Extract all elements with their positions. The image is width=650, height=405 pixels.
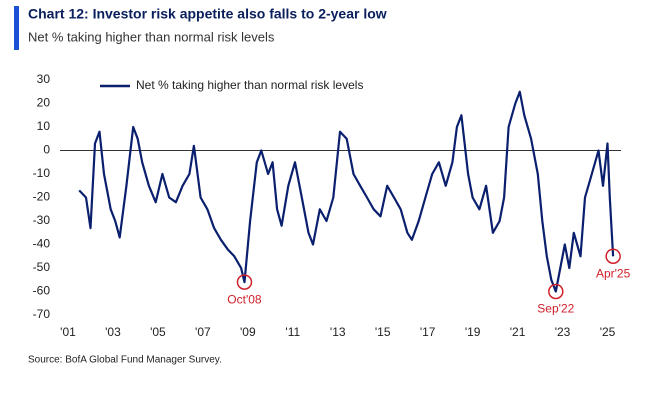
y-tick-label: -70 xyxy=(33,307,51,321)
y-tick-label: 0 xyxy=(43,143,50,157)
annotation-label: Sep'22 xyxy=(537,302,574,316)
y-tick-label: 10 xyxy=(37,119,51,133)
header-bar xyxy=(14,6,19,50)
y-tick-label: -50 xyxy=(33,260,51,274)
annotation-circle xyxy=(548,283,564,300)
y-tick-label: 30 xyxy=(37,72,51,86)
x-tick-label: '25 xyxy=(600,325,616,339)
x-tick-label: '13 xyxy=(330,325,346,339)
source: Source: BofA Global Fund Manager Survey. xyxy=(28,355,222,366)
annotation-circle xyxy=(236,274,253,290)
x-tick-label: '01 xyxy=(60,325,76,339)
x-tick-label: '23 xyxy=(555,325,571,339)
y-tick-label: -60 xyxy=(33,284,51,298)
y-tick-label: -40 xyxy=(33,237,51,251)
annotation-label: Oct'08 xyxy=(227,292,262,306)
y-tick-label: -20 xyxy=(33,190,51,204)
x-tick-label: '15 xyxy=(375,325,391,339)
line xyxy=(78,90,615,293)
x-tick-label: '05 xyxy=(150,325,166,339)
x-tick-label: '09 xyxy=(240,325,256,339)
chart-title: Chart 12: Investor risk appetite also fa… xyxy=(28,6,387,22)
chart-subtitle: Net % taking higher than normal risk lev… xyxy=(28,29,275,44)
x-tick-label: '07 xyxy=(195,325,211,339)
x-tick-label: '21 xyxy=(510,325,526,339)
x-tick-label: '11 xyxy=(285,325,300,339)
legend-label: Net % taking higher than normal risk lev… xyxy=(136,78,363,92)
x-tick-label: '03 xyxy=(105,325,121,339)
y-tick-label: 20 xyxy=(37,96,51,110)
annotation-circle xyxy=(605,248,621,264)
y-tick-label: -10 xyxy=(33,166,51,180)
y-tick-label: -30 xyxy=(33,213,51,227)
annotation-label: Apr'25 xyxy=(596,266,631,280)
x-tick-label: '19 xyxy=(465,325,481,339)
x-tick-label: '17 xyxy=(420,325,436,339)
